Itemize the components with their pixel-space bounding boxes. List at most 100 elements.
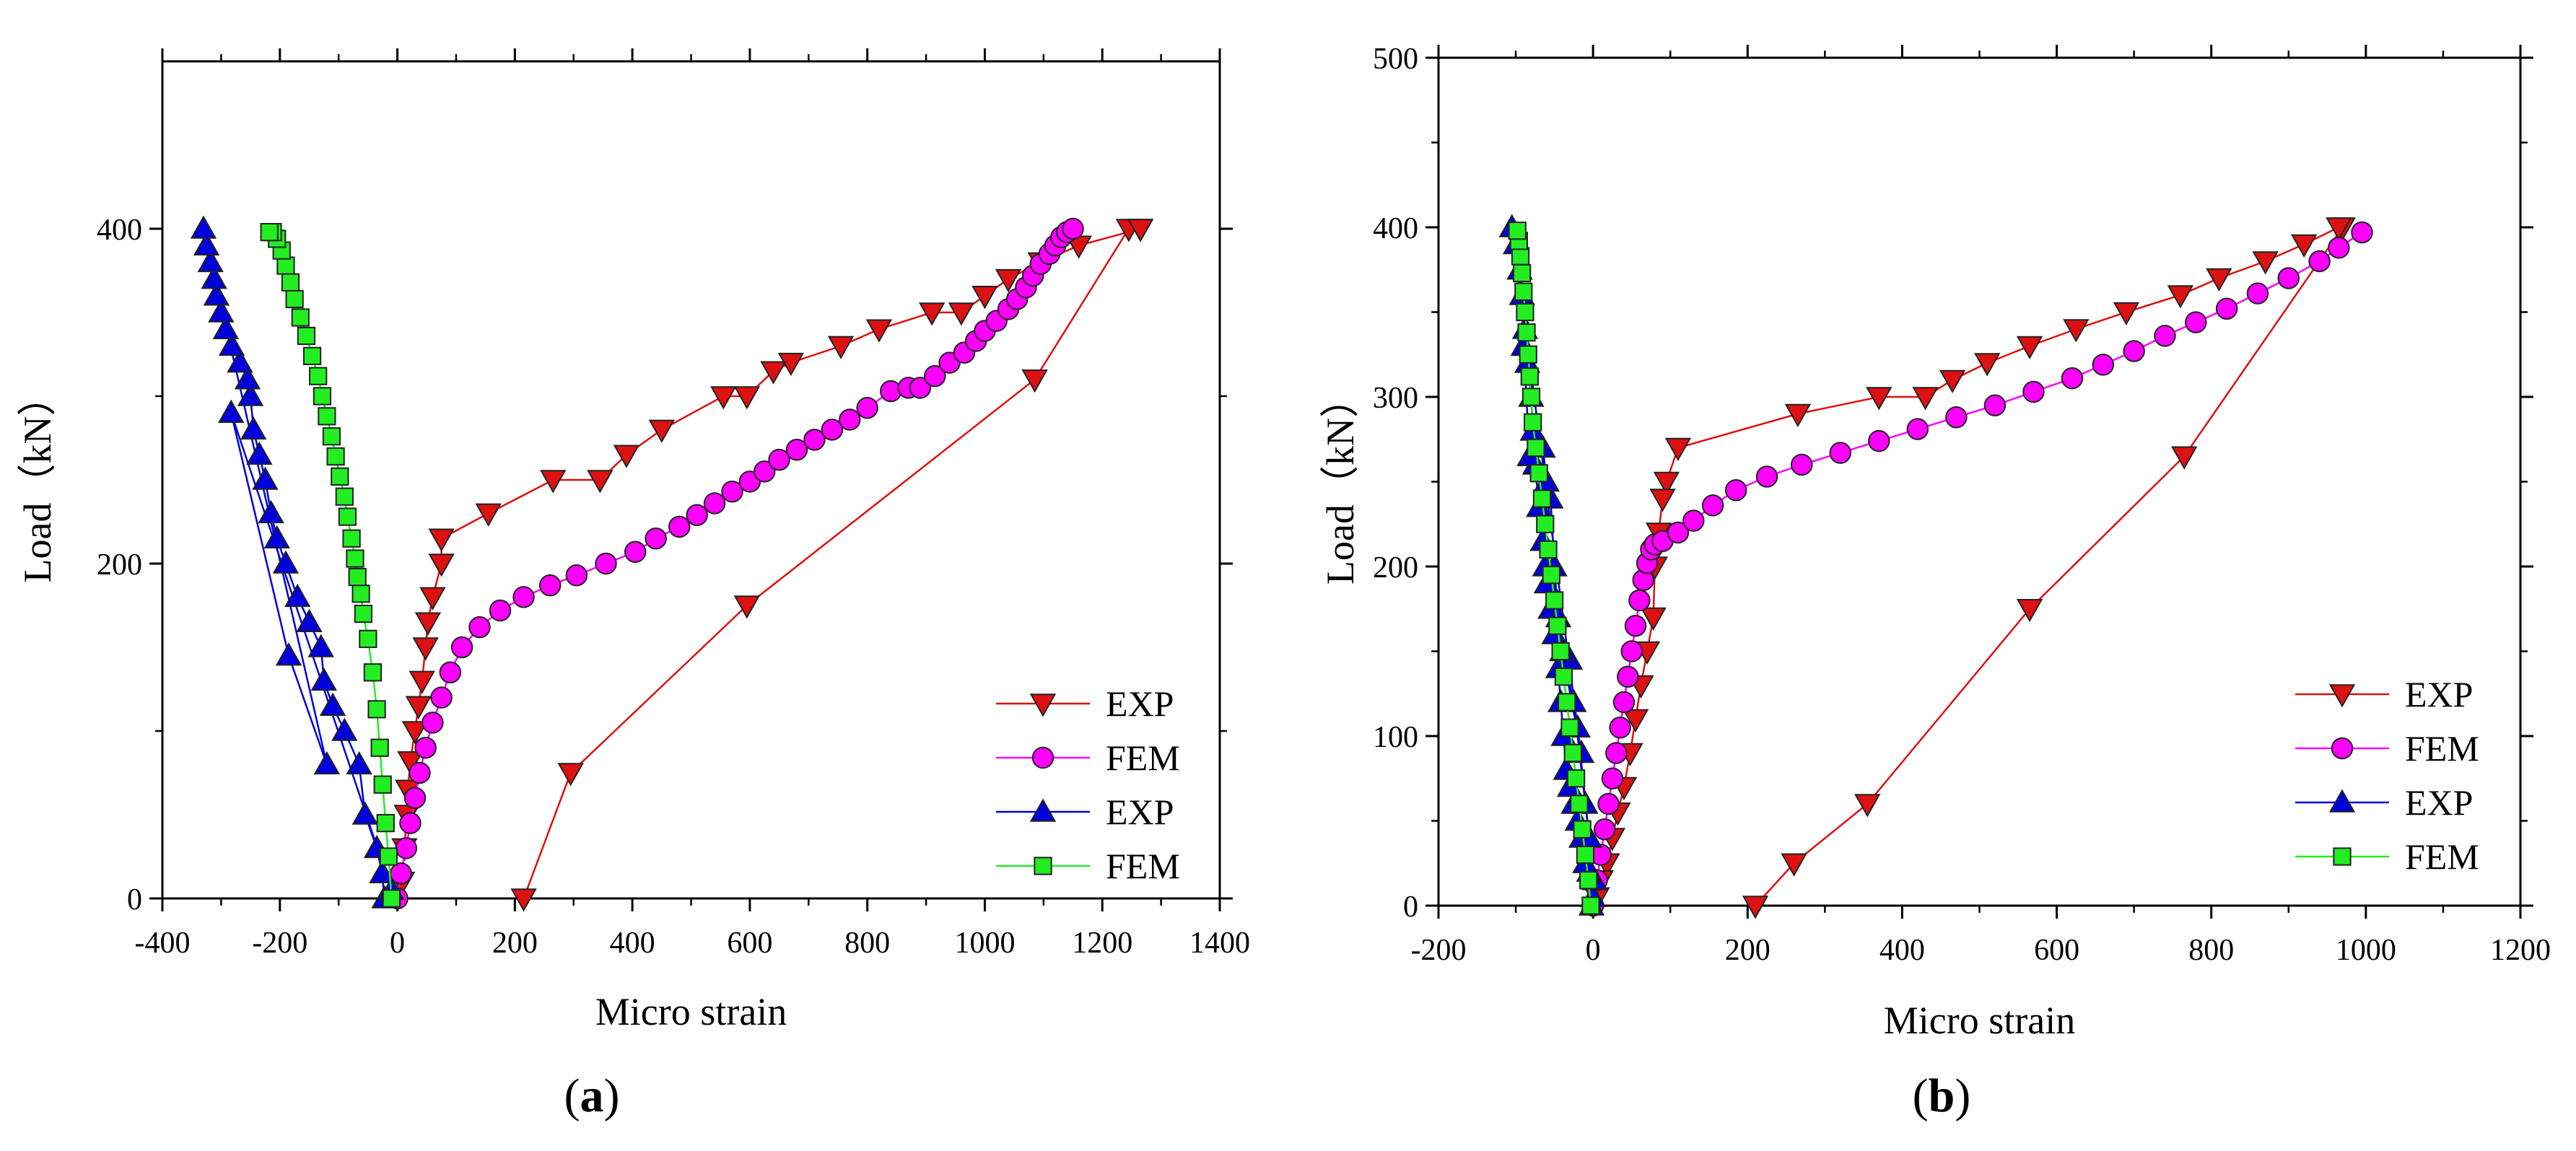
legend-label-a-0: EXP (1106, 683, 1174, 724)
data-point-a-2-6 (319, 692, 346, 716)
legend-label-a-1: FEM (1106, 738, 1180, 778)
data-point-a-3-2 (376, 813, 395, 833)
data-point-b-1-18 (1667, 521, 1690, 544)
y-tick-label-b-2: 200 (1373, 551, 1418, 585)
data-point-a-1-6 (414, 736, 437, 759)
legend-marker-b-1 (2331, 737, 2354, 760)
data-point-b-1-7 (1609, 717, 1631, 739)
series-b-1 (1581, 221, 2373, 917)
data-point-b-1-11 (1624, 615, 1647, 637)
data-point-a-1-7 (422, 712, 444, 734)
data-point-a-3-30 (260, 223, 279, 242)
data-point-a-2-12 (263, 525, 290, 548)
series-b-3 (1508, 222, 1600, 915)
series-b-0 (1584, 217, 2356, 919)
data-point-a-2-17 (237, 382, 264, 406)
data-point-b-0-21 (1649, 489, 1676, 512)
data-point-a-0-16 (760, 361, 787, 385)
data-point-a-3-17 (322, 427, 341, 446)
data-point-a-1-13 (512, 586, 535, 608)
data-point-b-1-28 (1983, 394, 2007, 416)
data-point-b-3-22 (1519, 345, 1537, 364)
data-point-b-3-11 (1548, 616, 1567, 635)
x-axis-title-b: Micro strain (1884, 999, 2075, 1042)
legend-label-b-2: EXP (2405, 782, 2473, 823)
data-point-b-3-15 (1536, 515, 1555, 533)
data-point-a-3-19 (313, 387, 332, 406)
data-point-b-3-8 (1558, 693, 1576, 712)
data-point-a-2-26 (193, 232, 220, 255)
data-point-a-0-17 (733, 386, 761, 410)
data-point-a-1-2 (395, 837, 418, 859)
data-point-a-0-6 (1127, 219, 1154, 242)
data-point-b-3-17 (1529, 464, 1548, 483)
data-point-a-0-0 (510, 888, 537, 912)
data-point-a-0-13 (865, 319, 893, 343)
data-point-b-3-2 (1576, 845, 1595, 865)
legend-label-a-2: EXP (1106, 792, 1174, 832)
series-line-a-0 (401, 227, 1141, 899)
data-point-a-2-9 (296, 608, 323, 632)
data-point-a-0-18 (710, 386, 737, 410)
data-point-b-3-7 (1560, 718, 1579, 737)
data-point-b-1-25 (1868, 429, 1890, 452)
data-point-a-3-23 (291, 308, 310, 327)
data-point-b-1-26 (1906, 418, 1929, 440)
series-a-1 (386, 217, 1084, 910)
x-tick-label-a-6: 800 (844, 927, 890, 960)
data-point-b-1-21 (1724, 479, 1747, 502)
series-line-b-0 (1596, 226, 2345, 906)
data-point-a-2-16 (240, 416, 267, 440)
data-point-b-3-13 (1542, 566, 1560, 585)
data-point-a-0-31 (401, 721, 429, 745)
data-point-a-2-18 (234, 366, 261, 390)
data-point-b-0-3 (2016, 599, 2043, 623)
data-point-a-0-21 (587, 470, 614, 494)
data-point-a-3-0 (382, 889, 401, 908)
data-point-a-3-10 (348, 567, 367, 587)
data-point-a-2-19 (227, 349, 253, 373)
data-point-a-0-23 (475, 503, 502, 527)
data-point-b-3-18 (1527, 438, 1545, 458)
y-tick-label-b-5: 500 (1373, 43, 1418, 76)
data-point-b-1-33 (2154, 325, 2176, 347)
data-point-b-3-24 (1516, 302, 1534, 322)
legend-label-b-3: FEM (2405, 836, 2479, 877)
data-point-a-1-22 (721, 480, 743, 503)
data-point-a-0-25 (428, 553, 455, 577)
data-point-a-1-17 (624, 541, 647, 564)
data-point-a-2-10 (284, 583, 311, 608)
data-point-b-3-4 (1570, 795, 1589, 813)
data-point-a-1-25 (768, 448, 790, 471)
plot-frame-b (1437, 56, 2522, 907)
data-point-a-0-15 (777, 352, 805, 377)
data-point-b-0-8 (2252, 251, 2279, 275)
data-point-b-1-29 (2022, 380, 2045, 403)
x-tick-label-b-3: 400 (1879, 934, 1925, 967)
data-point-b-1-36 (2246, 282, 2269, 305)
data-point-a-0-24 (428, 528, 455, 552)
data-point-a-1-4 (403, 787, 427, 810)
x-tick-label-b-6: 1000 (2336, 934, 2396, 967)
data-point-a-1-16 (595, 552, 617, 575)
panel-letter-b: b (1929, 1069, 1955, 1122)
data-point-a-3-16 (326, 447, 345, 466)
legend-label-b-0: EXP (2405, 674, 2473, 714)
data-point-a-2-5 (331, 717, 358, 741)
data-point-a-2-7 (310, 667, 338, 691)
x-tick-label-a-1: -200 (252, 927, 307, 960)
data-point-a-0-10 (972, 286, 998, 310)
data-point-b-0-16 (1912, 387, 1939, 411)
x-tick-label-b-0: -200 (1411, 934, 1467, 967)
data-point-b-0-7 (2290, 234, 2318, 258)
data-point-b-1-19 (1682, 509, 1705, 532)
data-point-b-1-31 (2092, 354, 2115, 376)
data-point-a-0-11 (948, 302, 975, 326)
data-point-a-2-27 (190, 215, 217, 239)
data-point-a-2-29 (275, 642, 302, 666)
data-point-a-3-11 (346, 549, 364, 568)
data-point-b-3-16 (1532, 489, 1552, 508)
data-point-b-1-34 (2185, 311, 2207, 333)
x-tick-label-a-9: 1400 (1189, 927, 1250, 960)
